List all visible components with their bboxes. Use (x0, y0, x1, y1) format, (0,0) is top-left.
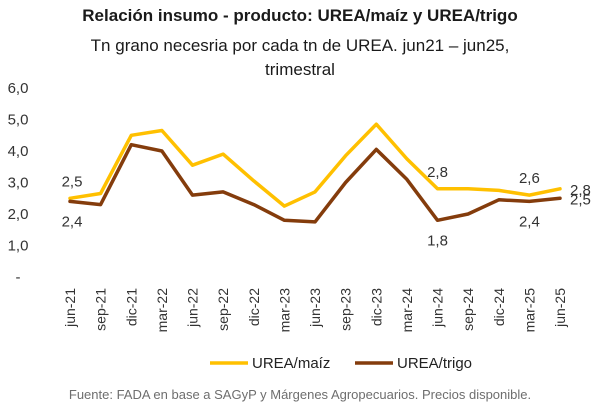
chart-subtitle: Tn grano necesria por cada tn de UREA. j… (90, 36, 510, 55)
data-label: 2,4 (519, 213, 540, 230)
x-tick-label: sep-22 (215, 288, 231, 331)
x-tick-label: dic-23 (368, 288, 384, 326)
x-tick-label: dic-24 (491, 288, 507, 326)
y-tick-label: 1,0 (8, 238, 29, 255)
data-label: 1,8 (427, 232, 448, 249)
data-label: 2,5 (62, 173, 83, 190)
series-line-urea-maiz (68, 122, 562, 208)
x-tick-label: sep-21 (93, 288, 109, 331)
y-tick-label: 3,0 (8, 175, 29, 192)
x-tick-label: jun-24 (430, 288, 446, 328)
x-tick-label: dic-22 (246, 288, 262, 326)
data-label: 2,8 (570, 182, 591, 199)
chart-title: Relación insumo - producto: UREA/maíz y … (82, 6, 518, 25)
data-label: 2,8 (427, 164, 448, 181)
source-footnote: Fuente: FADA en base a SAGyP y Márgenes … (68, 387, 532, 402)
x-tick-label: mar-23 (276, 288, 292, 333)
x-tick-label: jun-22 (185, 288, 201, 328)
y-tick-label: 4,0 (8, 143, 29, 160)
x-tick-label: jun-21 (62, 288, 78, 328)
data-label: 2,4 (62, 213, 83, 230)
y-tick-label: 2,0 (8, 206, 29, 223)
legend-label: UREA/maíz (252, 355, 330, 372)
x-tick-label: mar-22 (154, 288, 170, 333)
data-label: 2,6 (519, 170, 540, 187)
x-tick-label: jun-23 (307, 288, 323, 328)
x-tick-label: mar-24 (399, 288, 415, 333)
data-label: 2,5 (570, 191, 591, 208)
line-chart: - 1,0 2,0 3,0 4,0 5,0 6,0 jun-21 sep-21 dic-21 mar… (8, 80, 591, 372)
x-tick-label: dic-21 (123, 288, 139, 326)
chart-subtitle-cont: trimestral (265, 60, 335, 79)
x-tick-label: mar-25 (521, 288, 537, 333)
x-tick-label: jun-25 (552, 288, 568, 328)
legend-label: UREA/trigo (397, 355, 472, 372)
y-tick-label: 5,0 (8, 112, 29, 129)
x-tick-label: sep-23 (338, 288, 354, 331)
series-line-urea-trigo (68, 142, 562, 224)
y-tick-label: 6,0 (8, 80, 29, 97)
x-tick-label: sep-24 (460, 288, 476, 331)
y-tick-label: - (16, 269, 21, 286)
